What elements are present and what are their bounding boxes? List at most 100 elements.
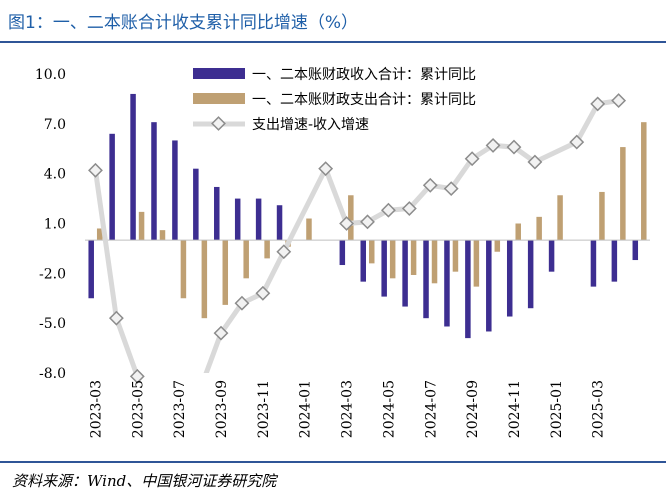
gap-marker: [276, 244, 292, 260]
x-axis: 2023-03 2023-05 2023-07 2023-09 2023-11 2024-…: [88, 380, 606, 438]
bar-expenditure: [620, 147, 626, 241]
gap-marker: [108, 310, 124, 326]
bar-revenue: [255, 198, 262, 241]
gap-marker: [443, 181, 459, 197]
x-tick-label: 2024-01: [298, 380, 314, 438]
bar-revenue: [611, 240, 618, 282]
bar-expenditure: [159, 230, 166, 241]
bar-revenue: [465, 240, 471, 339]
bar-revenue: [486, 240, 492, 332]
x-tick-label: 2024-03: [340, 380, 356, 438]
bar-revenue: [234, 198, 241, 241]
legend-swatch-revenue: [193, 68, 245, 79]
gap-marker: [339, 216, 354, 231]
y-tick-label: -5.0: [39, 316, 66, 332]
gap-marker: [234, 295, 250, 311]
gap-marker: [506, 139, 522, 155]
bar-expenditure: [515, 223, 521, 241]
legend-label-revenue: 一、二本账财政收入合计：累计同比: [252, 67, 476, 83]
footer-rule: [0, 461, 666, 463]
x-tick-label: 2023-03: [88, 380, 104, 438]
bar-revenue: [527, 240, 534, 309]
y-tick-label: 4.0: [44, 167, 66, 183]
bar-revenue: [590, 240, 597, 287]
legend-swatch-expenditure: [193, 93, 245, 104]
y-axis: 10.0 7.0 4.0 1.0 -2.0 -5.0 -8.0: [35, 67, 66, 382]
gap-marker: [527, 154, 543, 170]
bar-expenditure: [431, 240, 438, 284]
gap-marker: [213, 325, 229, 341]
x-tick-label: 2025-01: [549, 380, 565, 438]
legend-swatch-gap-marker: [211, 116, 226, 131]
bar-expenditure: [452, 240, 459, 272]
gap-marker: [129, 368, 145, 384]
bar-revenue: [276, 205, 283, 241]
bar-expenditure: [599, 191, 605, 241]
bar-expenditure: [641, 122, 647, 241]
gap-marker: [590, 96, 606, 112]
gap-marker: [611, 93, 627, 109]
bar-expenditure: [180, 240, 187, 299]
bar-revenue: [444, 240, 450, 327]
bar-revenue: [632, 240, 639, 261]
legend: 一、二本账财政收入合计：累计同比 一、二本账财政支出合计：累计同比 支出增速-收…: [193, 67, 476, 133]
gap-marker: [360, 214, 375, 230]
bar-expenditure: [389, 240, 396, 279]
bar-expenditure: [536, 216, 542, 241]
chart-canvas: 10.0 7.0 4.0 1.0 -2.0 -5.0 -8.0 2023-03 2023-05…: [35, 67, 650, 438]
y-tick-label: 1.0: [44, 217, 66, 233]
bar-expenditure: [96, 228, 103, 241]
bar-revenue: [193, 168, 199, 241]
bar-expenditure: [473, 240, 480, 287]
bar-expenditure: [222, 240, 229, 305]
bar-revenue: [151, 122, 157, 241]
x-tick-label: 2024-07: [423, 380, 439, 438]
gap-marker: [255, 285, 271, 301]
title-underline: [0, 41, 666, 43]
x-tick-label: 2024-11: [507, 380, 523, 438]
bar-revenue: [339, 240, 346, 266]
bar-revenue: [214, 186, 220, 241]
y-tick-label: 10.0: [35, 67, 66, 83]
bar-expenditure: [306, 218, 312, 241]
x-tick-label: 2025-03: [591, 380, 607, 438]
legend-label-gap: 支出增速-收入增速: [252, 117, 369, 133]
line-series-group: [88, 93, 627, 384]
bar-revenue: [548, 240, 555, 272]
x-tick-label: 2024-05: [381, 380, 397, 438]
legend-label-expenditure: 一、二本账财政支出合计：累计同比: [252, 92, 476, 108]
y-tick-label: -8.0: [39, 366, 66, 382]
bar-expenditure: [410, 240, 417, 275]
bar-expenditure: [369, 240, 375, 264]
chart-title: 图1：一、二本账合计收支累计同比增速（%）: [8, 13, 358, 33]
gap-marker: [422, 177, 438, 193]
bar-revenue: [130, 93, 136, 241]
bar-revenue: [506, 240, 513, 317]
x-tick-label: 2024-09: [465, 380, 481, 438]
gap-marker: [401, 201, 417, 216]
bar-expenditure: [201, 240, 208, 319]
bar-revenue: [109, 133, 115, 241]
source-note: 资料来源：Wind、中国银河证券研究院: [12, 472, 277, 490]
bar-expenditure: [264, 240, 270, 259]
bar-revenue: [88, 240, 94, 299]
x-tick-label: 2023-11: [256, 380, 272, 438]
bar-revenue: [402, 240, 408, 307]
bar-revenue: [172, 140, 178, 241]
bar-expenditure: [138, 211, 145, 241]
y-tick-label: 7.0: [44, 117, 66, 133]
x-tick-label: 2023-05: [130, 380, 146, 438]
bar-revenue: [381, 240, 387, 297]
gap-marker: [318, 161, 334, 177]
bar-expenditure: [557, 195, 563, 241]
bar-expenditure: [348, 195, 354, 241]
x-tick-label: 2023-07: [172, 380, 188, 438]
x-tick-label: 2023-09: [214, 380, 230, 438]
gap-marker: [569, 134, 585, 150]
bar-revenue: [423, 240, 429, 319]
bar-expenditure: [494, 240, 501, 252]
bar-expenditure: [243, 240, 249, 279]
gap-marker: [464, 151, 480, 167]
y-tick-label: -2.0: [39, 266, 66, 282]
gap-marker: [485, 138, 501, 153]
